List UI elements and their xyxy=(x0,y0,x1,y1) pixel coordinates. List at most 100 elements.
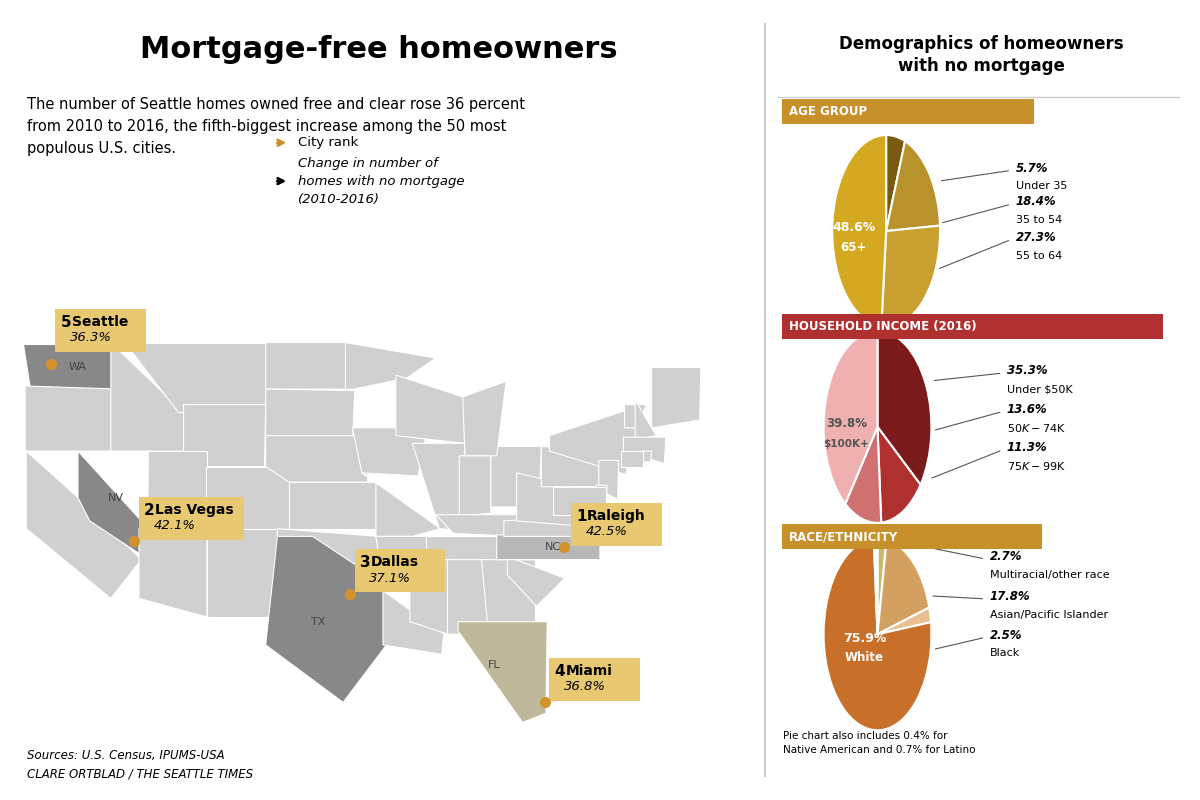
Wedge shape xyxy=(833,135,886,326)
Text: 2: 2 xyxy=(144,502,155,518)
Polygon shape xyxy=(139,529,208,617)
Text: Sources: U.S. Census, IPUMS-USA
CLARE ORTBLAD / THE SEATTLE TIMES: Sources: U.S. Census, IPUMS-USA CLARE OR… xyxy=(26,749,253,780)
Polygon shape xyxy=(624,437,666,463)
Polygon shape xyxy=(265,536,389,702)
Polygon shape xyxy=(265,389,355,443)
Polygon shape xyxy=(596,486,607,507)
Polygon shape xyxy=(148,451,208,529)
Polygon shape xyxy=(25,386,119,451)
Text: Demographics of homeowners
with no mortgage: Demographics of homeowners with no mortg… xyxy=(839,35,1123,75)
Polygon shape xyxy=(517,473,574,526)
Polygon shape xyxy=(652,367,701,428)
Polygon shape xyxy=(206,466,289,529)
Text: Seattle: Seattle xyxy=(72,315,128,329)
Text: 5.7%: 5.7% xyxy=(1015,162,1048,174)
Polygon shape xyxy=(622,451,643,466)
Text: White: White xyxy=(845,650,884,664)
Text: 13.6%: 13.6% xyxy=(1007,402,1048,416)
Text: Miami: Miami xyxy=(565,664,612,678)
Polygon shape xyxy=(460,456,491,516)
Polygon shape xyxy=(410,560,452,634)
Wedge shape xyxy=(877,538,887,634)
Polygon shape xyxy=(497,535,600,560)
Text: 37.1%: 37.1% xyxy=(370,571,412,585)
Text: 3: 3 xyxy=(360,555,371,570)
Text: 1: 1 xyxy=(576,509,587,524)
Wedge shape xyxy=(877,331,931,485)
Text: 42.1%: 42.1% xyxy=(154,519,196,532)
Polygon shape xyxy=(265,435,367,482)
Text: Mortgage-free homeowners: Mortgage-free homeowners xyxy=(139,35,617,64)
Text: 55 to 64: 55 to 64 xyxy=(1015,250,1062,261)
Text: RACE/ETHNICITY: RACE/ETHNICITY xyxy=(790,530,899,543)
Text: The number of Seattle homes owned free and clear rose 36 percent
from 2010 to 20: The number of Seattle homes owned free a… xyxy=(26,97,524,156)
Text: Asian/Pacific Islander: Asian/Pacific Islander xyxy=(990,610,1108,620)
Polygon shape xyxy=(458,622,547,722)
Wedge shape xyxy=(875,538,877,634)
Text: City rank: City rank xyxy=(298,136,358,150)
Text: 65+: 65+ xyxy=(840,242,866,254)
Text: Black: Black xyxy=(990,649,1020,658)
Text: AGE GROUP: AGE GROUP xyxy=(790,105,868,118)
Text: $100K+: $100K+ xyxy=(823,438,869,449)
FancyBboxPatch shape xyxy=(571,502,662,546)
Polygon shape xyxy=(277,529,378,582)
FancyBboxPatch shape xyxy=(354,550,445,592)
Polygon shape xyxy=(125,342,265,412)
Polygon shape xyxy=(550,405,643,474)
Polygon shape xyxy=(110,342,184,451)
Wedge shape xyxy=(877,427,920,522)
Wedge shape xyxy=(845,427,881,523)
Polygon shape xyxy=(599,461,619,499)
Polygon shape xyxy=(642,451,652,462)
Wedge shape xyxy=(877,607,931,634)
Wedge shape xyxy=(823,538,931,730)
Text: Dallas: Dallas xyxy=(371,555,419,570)
Text: $50K-$74K: $50K-$74K xyxy=(1007,422,1066,434)
Polygon shape xyxy=(289,482,376,529)
Polygon shape xyxy=(624,405,647,428)
Polygon shape xyxy=(208,529,277,617)
Text: WA: WA xyxy=(68,362,86,372)
Polygon shape xyxy=(78,451,149,560)
Text: HOUSEHOLD INCOME (2016): HOUSEHOLD INCOME (2016) xyxy=(790,320,977,333)
Text: 36.3%: 36.3% xyxy=(70,331,112,344)
Text: TX: TX xyxy=(311,617,325,626)
Text: 35.3%: 35.3% xyxy=(1007,364,1048,378)
Text: 48.6%: 48.6% xyxy=(832,221,876,234)
Polygon shape xyxy=(346,342,436,389)
Text: 18.4%: 18.4% xyxy=(1015,195,1056,208)
Polygon shape xyxy=(184,405,265,466)
FancyBboxPatch shape xyxy=(781,314,1163,338)
Polygon shape xyxy=(23,344,114,389)
Text: 39.8%: 39.8% xyxy=(826,417,866,430)
Polygon shape xyxy=(541,446,610,486)
Polygon shape xyxy=(376,536,434,590)
Polygon shape xyxy=(635,400,656,440)
Polygon shape xyxy=(396,375,468,443)
Text: 2.7%: 2.7% xyxy=(990,550,1022,563)
Polygon shape xyxy=(436,514,524,536)
Polygon shape xyxy=(553,486,606,514)
Text: Change in number of
homes with no mortgage
(2010-2016): Change in number of homes with no mortga… xyxy=(298,157,464,206)
Text: 5: 5 xyxy=(60,315,71,330)
Wedge shape xyxy=(823,331,877,504)
Text: FL: FL xyxy=(488,660,500,670)
Polygon shape xyxy=(265,342,348,389)
Polygon shape xyxy=(448,560,490,634)
Polygon shape xyxy=(463,382,506,456)
Wedge shape xyxy=(874,538,877,634)
Polygon shape xyxy=(26,451,142,598)
FancyBboxPatch shape xyxy=(781,99,1033,123)
FancyBboxPatch shape xyxy=(550,658,640,701)
Polygon shape xyxy=(491,446,541,507)
Text: Las Vegas: Las Vegas xyxy=(155,502,234,517)
Text: 17.8%: 17.8% xyxy=(990,590,1031,603)
Text: 36.8%: 36.8% xyxy=(564,680,606,693)
Text: Under 35: Under 35 xyxy=(1015,182,1067,191)
Text: 27.3%: 27.3% xyxy=(1015,230,1056,244)
Wedge shape xyxy=(886,135,905,231)
Text: Raleigh: Raleigh xyxy=(587,509,646,523)
Wedge shape xyxy=(886,141,940,231)
Text: NC: NC xyxy=(545,542,562,552)
